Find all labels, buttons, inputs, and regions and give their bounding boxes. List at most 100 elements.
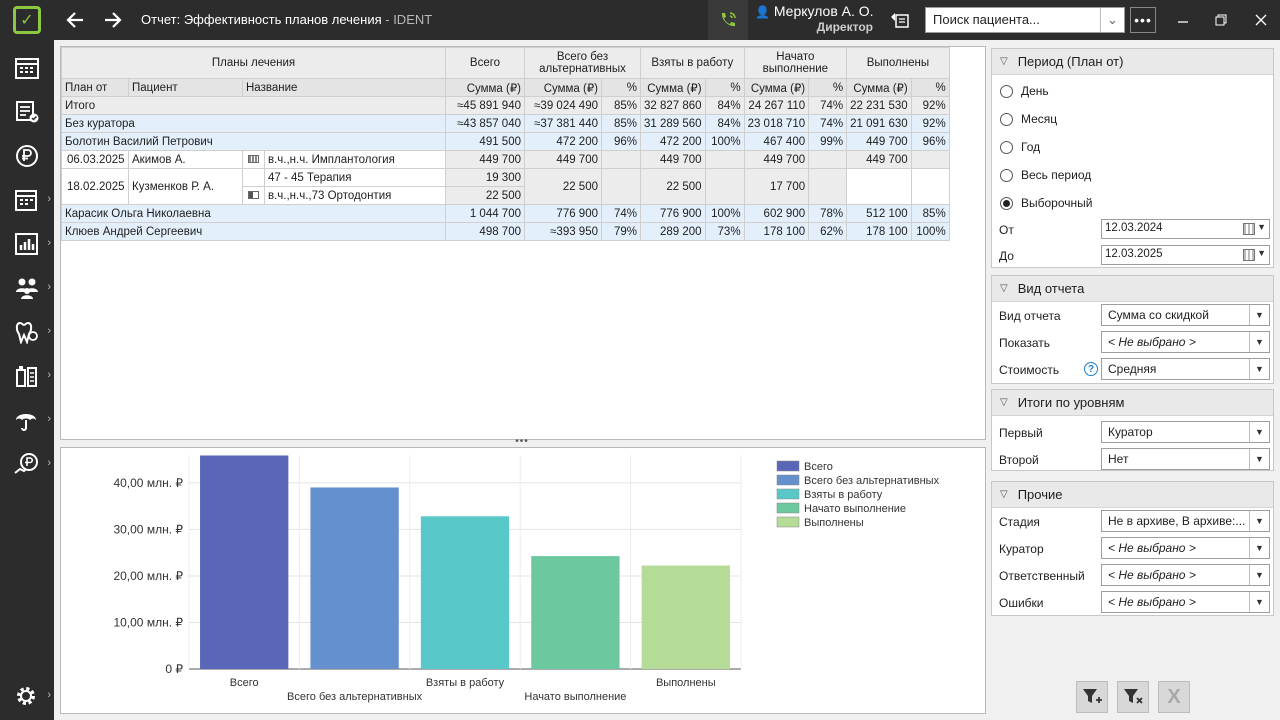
period-option-month[interactable]: Месяц bbox=[1000, 110, 1057, 128]
apply-filter-button[interactable] bbox=[1076, 681, 1108, 713]
col-plan-from[interactable]: План от bbox=[61, 78, 129, 97]
period-option-custom[interactable]: Выборочный bbox=[1000, 194, 1092, 212]
x-tick-label: Начато выполнение bbox=[524, 691, 626, 703]
user-name-row: 👤 Меркулов А. О. bbox=[755, 3, 874, 19]
chevron-down-icon[interactable]: ▼ bbox=[1249, 538, 1269, 558]
user-info[interactable]: 👤 Меркулов А. О. Директор bbox=[755, 3, 874, 37]
header-total[interactable]: Всего bbox=[445, 47, 525, 79]
report-type-select[interactable]: Сумма со скидкой ▼ bbox=[1101, 304, 1270, 326]
minimize-button[interactable] bbox=[1172, 0, 1194, 40]
table-row-bolotin[interactable]: Болотин Василий Петрович 491 500 472 200… bbox=[61, 132, 950, 151]
col-taken-sum[interactable]: Сумма (₽) bbox=[640, 78, 706, 97]
sidebar-item-documents[interactable] bbox=[0, 90, 54, 134]
errors-select[interactable]: < Не выбрано > ▼ bbox=[1101, 591, 1270, 613]
other-header[interactable]: ▽ Прочие bbox=[992, 482, 1273, 508]
back-button[interactable] bbox=[62, 0, 88, 40]
header-taken[interactable]: Взяты в работу bbox=[640, 47, 745, 79]
chevron-down-icon[interactable]: ▼ bbox=[1249, 449, 1269, 469]
help-icon[interactable]: ? bbox=[1084, 362, 1098, 376]
chevron-down-icon[interactable]: ▼ bbox=[1249, 305, 1269, 325]
radio-button[interactable] bbox=[1000, 168, 1013, 182]
date-to-input[interactable]: 12.03.2025 ▼ bbox=[1101, 245, 1270, 265]
plan-icon-cell[interactable] bbox=[242, 150, 265, 169]
show-select[interactable]: < Не выбрано > ▼ bbox=[1101, 331, 1270, 353]
col-name[interactable]: Название bbox=[242, 78, 446, 97]
radio-button[interactable] bbox=[1000, 112, 1013, 126]
col-no-alt-pct[interactable]: % bbox=[601, 78, 641, 97]
table-row-plan[interactable]: 18.02.2025 Кузменков Р. А. 47 - 45 Терап… bbox=[61, 168, 950, 205]
radio-button-checked[interactable] bbox=[1000, 196, 1013, 210]
col-total-sum[interactable]: Сумма (₽) bbox=[445, 78, 525, 97]
chevron-down-icon[interactable]: ▼ bbox=[1249, 565, 1269, 585]
calendar-icon[interactable] bbox=[1243, 249, 1255, 261]
sidebar-item-settings[interactable]: › bbox=[0, 674, 54, 718]
panel-splitter[interactable]: ••• bbox=[515, 436, 529, 447]
col-taken-pct[interactable]: % bbox=[704, 78, 745, 97]
first-level-select[interactable]: Куратор ▼ bbox=[1101, 421, 1270, 443]
sidebar-item-finance[interactable] bbox=[0, 134, 54, 178]
table-row-no-curator[interactable]: Без куратора ≈43 857 040 ≈37 381 440 85%… bbox=[61, 114, 950, 133]
col-patient[interactable]: Пациент bbox=[128, 78, 243, 97]
phone-button[interactable] bbox=[708, 0, 748, 40]
levels-header[interactable]: ▽ Итоги по уровням bbox=[992, 390, 1273, 416]
export-excel-button[interactable]: X bbox=[1158, 681, 1190, 713]
radio-button[interactable] bbox=[1000, 140, 1013, 154]
col-no-alt-sum[interactable]: Сумма (₽) bbox=[524, 78, 602, 97]
period-option-day[interactable]: День bbox=[1000, 82, 1049, 100]
cell-date: 06.03.2025 bbox=[61, 150, 129, 169]
history-button[interactable] bbox=[886, 0, 914, 40]
col-done-pct[interactable]: % bbox=[910, 78, 950, 97]
col-started-sum[interactable]: Сумма (₽) bbox=[743, 78, 810, 97]
header-done[interactable]: Выполнены bbox=[846, 47, 950, 79]
header-no-alt[interactable]: Всего без альтернативных bbox=[524, 47, 641, 79]
plan-icon-cell[interactable] bbox=[242, 186, 265, 205]
table-row-kluev[interactable]: Клюев Андрей Сергеевич 498 700 ≈393 950 … bbox=[61, 222, 950, 241]
sidebar-item-patients[interactable]: › bbox=[0, 266, 54, 310]
search-placeholder: Поиск пациента... bbox=[933, 12, 1040, 27]
clear-filter-button[interactable] bbox=[1117, 681, 1149, 713]
header-plans[interactable]: Планы лечения bbox=[61, 47, 446, 79]
restore-button[interactable] bbox=[1210, 0, 1232, 40]
period-header[interactable]: ▽ Период (План от) bbox=[992, 49, 1273, 75]
stage-select[interactable]: Не в архиве, В архиве:... ▼ bbox=[1101, 510, 1270, 532]
sidebar-item-reports[interactable]: › bbox=[0, 222, 54, 266]
period-option-year[interactable]: Год bbox=[1000, 138, 1040, 156]
calendar-icon[interactable] bbox=[1243, 223, 1255, 235]
table-row-karasik[interactable]: Карасик Ольга Николаевна 1 044 700 776 9… bbox=[61, 204, 950, 223]
second-level-select[interactable]: Нет ▼ bbox=[1101, 448, 1270, 470]
chevron-down-icon[interactable]: ▼ bbox=[1249, 511, 1269, 531]
dropdown-arrow-icon[interactable]: ▼ bbox=[1257, 222, 1266, 232]
table-row-total[interactable]: Итого ≈45 891 940 ≈39 024 490 85% 32 827… bbox=[61, 96, 950, 115]
user-role: Директор bbox=[816, 20, 873, 34]
period-option-all[interactable]: Весь период bbox=[1000, 166, 1091, 184]
chevron-down-icon[interactable]: ▼ bbox=[1249, 359, 1269, 379]
col-done-sum[interactable]: Сумма (₽) bbox=[846, 78, 912, 97]
forward-button[interactable] bbox=[100, 0, 126, 40]
sidebar-item-schedule[interactable] bbox=[0, 46, 54, 90]
sidebar-item-payments[interactable]: › bbox=[0, 442, 54, 486]
to-label: До bbox=[999, 249, 1014, 263]
app-logo[interactable]: ✓ bbox=[0, 0, 54, 40]
date-from-input[interactable]: 12.03.2024 ▼ bbox=[1101, 219, 1270, 239]
report-type-header[interactable]: ▽ Вид отчета bbox=[992, 276, 1273, 302]
chevron-down-icon[interactable]: ▼ bbox=[1249, 592, 1269, 612]
radio-button[interactable] bbox=[1000, 84, 1013, 98]
close-button[interactable] bbox=[1250, 0, 1272, 40]
table-row-plan-sub[interactable]: в.ч.,н.ч.,73 Ортодонтия 22 500 bbox=[62, 186, 950, 205]
chevron-down-icon[interactable]: ▼ bbox=[1249, 422, 1269, 442]
more-button[interactable]: ••• bbox=[1130, 7, 1156, 33]
cost-select[interactable]: Средняя ▼ bbox=[1101, 358, 1270, 380]
curator-select[interactable]: < Не выбрано > ▼ bbox=[1101, 537, 1270, 559]
chevron-down-icon[interactable]: ⌄ bbox=[1100, 8, 1124, 32]
sidebar-item-lab[interactable]: › bbox=[0, 354, 54, 398]
sidebar-item-insurance[interactable]: › bbox=[0, 398, 54, 442]
sidebar-item-calendar[interactable]: › bbox=[0, 178, 54, 222]
responsible-select[interactable]: < Не выбрано > ▼ bbox=[1101, 564, 1270, 586]
col-started-pct[interactable]: % bbox=[808, 78, 848, 97]
dropdown-arrow-icon[interactable]: ▼ bbox=[1257, 248, 1266, 258]
chevron-down-icon[interactable]: ▼ bbox=[1249, 332, 1269, 352]
patient-search-input[interactable]: Поиск пациента... ⌄ bbox=[925, 7, 1125, 33]
table-row-plan[interactable]: 06.03.2025 Акимов А. в.ч.,н.ч. Имплантол… bbox=[61, 150, 950, 169]
sidebar-item-dental[interactable]: › bbox=[0, 310, 54, 354]
header-started[interactable]: Начато выполнение bbox=[743, 47, 848, 79]
